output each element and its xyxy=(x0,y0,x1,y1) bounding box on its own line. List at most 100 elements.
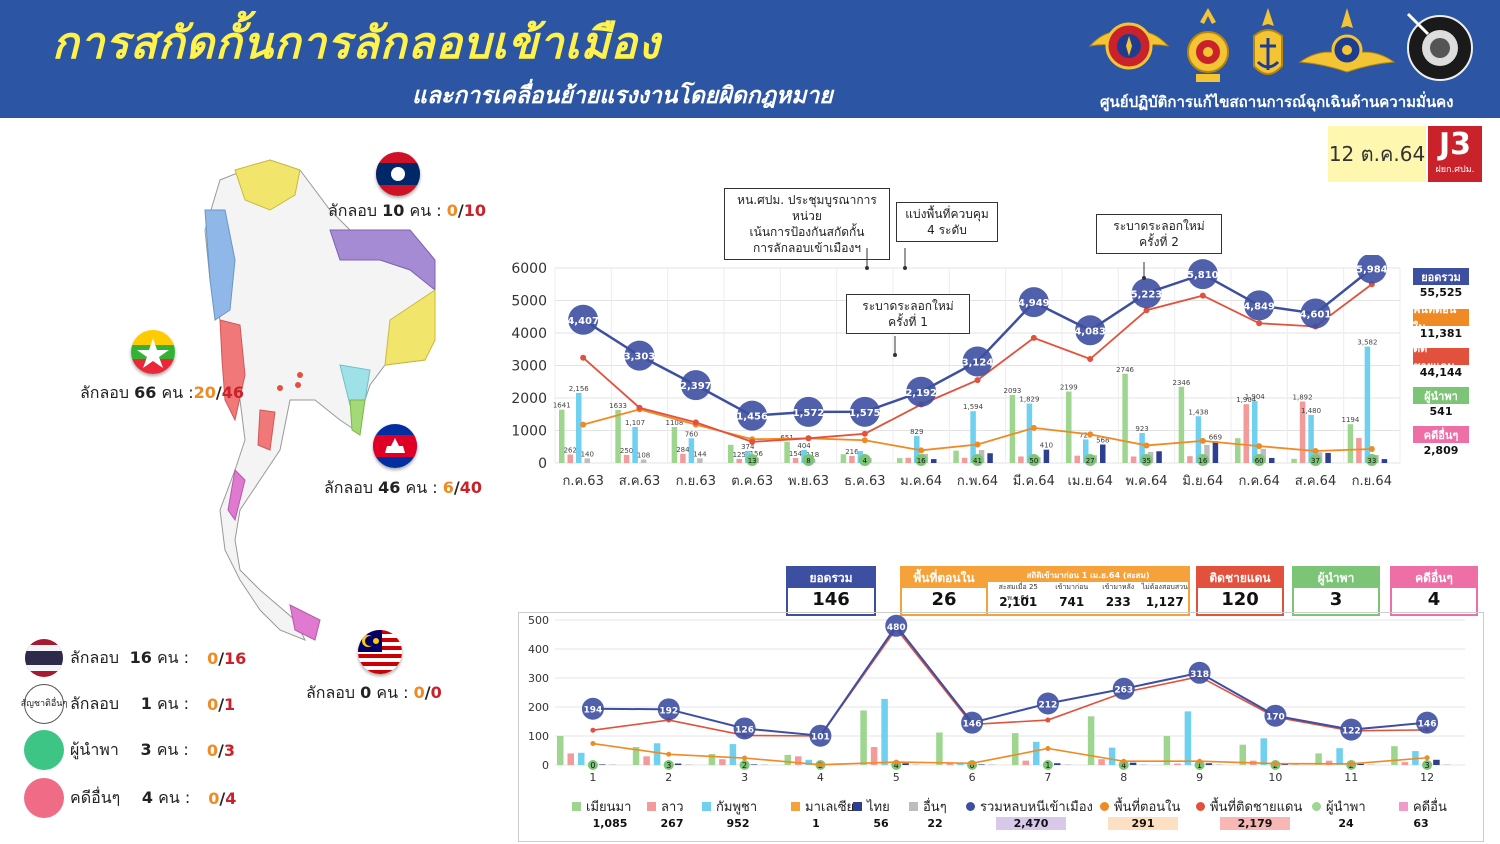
series-point xyxy=(1121,758,1127,764)
bar-กัมพูชา xyxy=(881,698,888,765)
series-point xyxy=(861,430,868,437)
total-point-label: 5,223 xyxy=(1131,289,1163,300)
summary-border: ติดชายแดน 120 xyxy=(1196,566,1284,616)
bar-green xyxy=(671,426,678,463)
bar-value-label: 2093 xyxy=(1004,387,1022,395)
total-point xyxy=(1300,298,1331,329)
legend-other-b: 1 xyxy=(224,694,236,714)
series-point xyxy=(1045,745,1051,751)
summary-other: คดีอื่นๆ 4 xyxy=(1390,566,1478,616)
bar-gray xyxy=(584,458,590,463)
y-tick-label: 3000 xyxy=(511,359,547,375)
bar-pink xyxy=(849,455,855,463)
legend-label: มาเลเซีย xyxy=(805,800,855,815)
summary-total-label: ยอดรวม xyxy=(788,568,874,588)
detail-v4: 1,127 xyxy=(1145,595,1184,609)
legend-other-a: 0 xyxy=(207,694,219,714)
legend-other-count: 1 xyxy=(140,693,152,713)
annotation-meeting: หน.ศปม. ประชุมบูรณาการหน่วย เน้นการป้องก… xyxy=(724,188,890,260)
bar-อื่นๆ xyxy=(761,764,768,765)
cambodia-count: ลักลอบ 46 คน : 6/40 xyxy=(324,478,482,497)
x-tick-label: ต.ค.63 xyxy=(731,474,773,489)
side-leader: ผู้นำพา 541 xyxy=(1413,387,1469,420)
bar-green xyxy=(953,450,959,463)
summary-total-value: 146 xyxy=(812,589,850,610)
legend-total: 291 xyxy=(1108,817,1178,830)
legend-swatch-icon xyxy=(1100,802,1109,811)
total-point xyxy=(737,400,768,431)
leader-dot xyxy=(1194,760,1205,770)
summary-border-label: ติดชายแดน xyxy=(1198,568,1282,588)
legend-item-10: คดีอื่น xyxy=(1399,796,1447,817)
laos-count-number: 10 xyxy=(382,201,405,220)
legend-total: 22 xyxy=(927,817,943,830)
bar-pink xyxy=(905,457,911,463)
bar-value-label: 3,582 xyxy=(1357,339,1377,347)
bar-เมียนมา xyxy=(1012,733,1019,765)
bar-pink xyxy=(680,453,686,463)
bar-กัมพูชา xyxy=(805,759,812,765)
bar-อื่นๆ xyxy=(1443,764,1451,765)
side-other-value: 2,809 xyxy=(1423,444,1459,457)
total-point-label: 263 xyxy=(1114,686,1133,696)
legend-item-9: ผู้นำพา xyxy=(1312,796,1366,817)
legend-thai-a: 0 xyxy=(207,648,219,668)
bar-green xyxy=(1066,391,1072,463)
x-tick-label: ส.ค.64 xyxy=(1295,474,1336,489)
bar-green xyxy=(1347,424,1354,463)
x-tick-label: 3 xyxy=(741,771,748,784)
bar-กัมพูชา xyxy=(653,743,661,765)
leader-dot xyxy=(1309,454,1322,466)
x-tick-label: 7 xyxy=(1044,771,1051,784)
bar-value-label: 154 xyxy=(789,450,803,458)
j3-badge-sub: ฝยก.ศปม. xyxy=(1435,165,1475,175)
bar-navy xyxy=(1212,441,1219,463)
annotation-zones: แบ่งพื้นที่ควบคุม 4 ระดับ xyxy=(896,202,998,242)
bar-pink xyxy=(567,454,573,463)
bar-pink xyxy=(1187,456,1193,463)
leader-value: 4 xyxy=(1121,761,1126,770)
bar-อื่นๆ xyxy=(1292,764,1299,765)
bar-value-label: 1194 xyxy=(1342,416,1360,424)
series-point xyxy=(1087,356,1094,362)
navy-emblem-icon xyxy=(1253,8,1283,75)
bar-value-label: 669 xyxy=(1209,433,1222,441)
legend-label: รวมหลบหนีเข้าเมือง xyxy=(980,800,1093,815)
leader-value: 3 xyxy=(666,761,671,770)
legend-swatch-icon xyxy=(1312,802,1321,811)
legend-total: 2,179 xyxy=(1220,817,1290,830)
total-point xyxy=(849,396,880,427)
total-point xyxy=(793,396,824,427)
bar-pink xyxy=(1243,404,1249,463)
total-point-label: 126 xyxy=(735,725,754,735)
legend-case-b: 4 xyxy=(225,788,237,808)
x-tick-label: ก.พ.64 xyxy=(957,474,998,489)
bar-cyan xyxy=(1364,346,1371,463)
legend-swatch-icon xyxy=(647,802,656,811)
side-leader-value: 541 xyxy=(1429,405,1453,418)
bar-pink xyxy=(1074,455,1080,463)
bar-กัมพูชา xyxy=(578,752,585,765)
leader-value: 50 xyxy=(1029,457,1038,465)
annotation-wave2: ระบาดระลอกใหม่ ครั้งที่ 2 xyxy=(1096,214,1222,254)
summary-border-value: 120 xyxy=(1221,589,1259,610)
total-point-label: 1,575 xyxy=(849,408,881,419)
legend-leader-b: 3 xyxy=(223,740,235,760)
bar-navy xyxy=(987,453,993,463)
x-tick-label: ธ.ค.63 xyxy=(844,474,885,489)
bar-value-label: 144 xyxy=(693,450,707,458)
leader-value: 1 xyxy=(1045,761,1050,770)
cambodia-border: 40 xyxy=(459,478,482,497)
bar-pink xyxy=(1356,437,1362,463)
series-point xyxy=(974,377,981,384)
bar-green xyxy=(728,444,734,463)
total-point-label: 146 xyxy=(963,720,982,730)
series-point xyxy=(1424,755,1430,761)
legend-total: 56 xyxy=(873,817,889,830)
total-point-label: 480 xyxy=(887,623,906,633)
leader-dot xyxy=(1118,760,1129,770)
side-total: ยอดรวม 55,525 xyxy=(1413,268,1469,301)
leader-value: 37 xyxy=(1311,457,1320,465)
total-point-label: 1,572 xyxy=(793,408,825,419)
side-border: ติดชายแดน 44,144 xyxy=(1413,342,1469,381)
